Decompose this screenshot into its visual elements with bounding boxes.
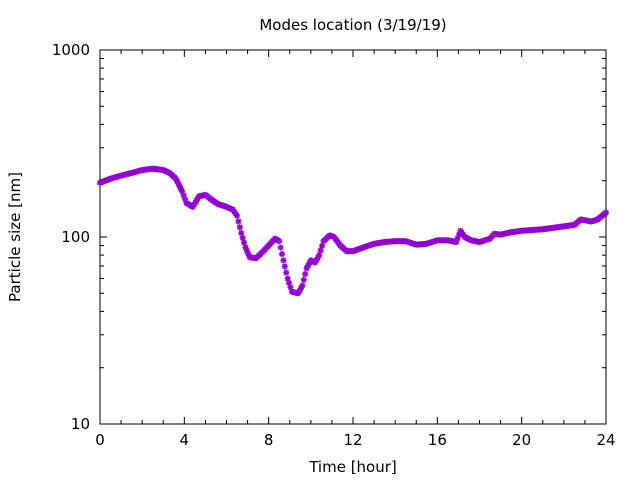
y-axis-label: Particle size [nm] (6, 172, 24, 302)
data-point (319, 242, 326, 249)
data-point (283, 269, 290, 276)
x-tick-label: 16 (428, 431, 447, 449)
data-point (279, 250, 286, 257)
x-tick-label: 12 (343, 431, 362, 449)
data-series (97, 165, 609, 297)
data-point (238, 230, 245, 237)
data-point (299, 282, 306, 289)
data-point (234, 212, 241, 219)
data-point (235, 218, 242, 225)
plot-border (99, 49, 607, 425)
data-point (277, 244, 284, 251)
data-point (287, 284, 294, 291)
y-axis: 10 100 1000 (52, 41, 606, 433)
x-axis-label: Time [hour] (308, 458, 397, 476)
x-tick-label: 4 (180, 431, 190, 449)
data-point (302, 271, 309, 278)
data-point (280, 257, 287, 264)
data-point (236, 224, 243, 231)
x-tick-label: 24 (596, 431, 615, 449)
data-point (317, 247, 324, 254)
data-point (603, 209, 609, 216)
data-point (316, 252, 323, 259)
plot-frame (99, 49, 607, 425)
x-tick-label: 20 (512, 431, 531, 449)
x-tick-label: 0 (95, 431, 105, 449)
data-point (281, 263, 288, 270)
y-tick-label: 1000 (52, 41, 90, 59)
x-axis: 0 4 8 12 16 20 24 (95, 50, 616, 449)
data-point (300, 276, 307, 283)
chart-title: Modes location (3/19/19) (259, 16, 446, 34)
x-tick-label: 8 (264, 431, 274, 449)
y-tick-label: 100 (61, 228, 90, 246)
data-point (276, 238, 283, 245)
data-point (239, 234, 246, 241)
data-point (241, 239, 248, 246)
y-tick-label: 10 (71, 415, 90, 433)
